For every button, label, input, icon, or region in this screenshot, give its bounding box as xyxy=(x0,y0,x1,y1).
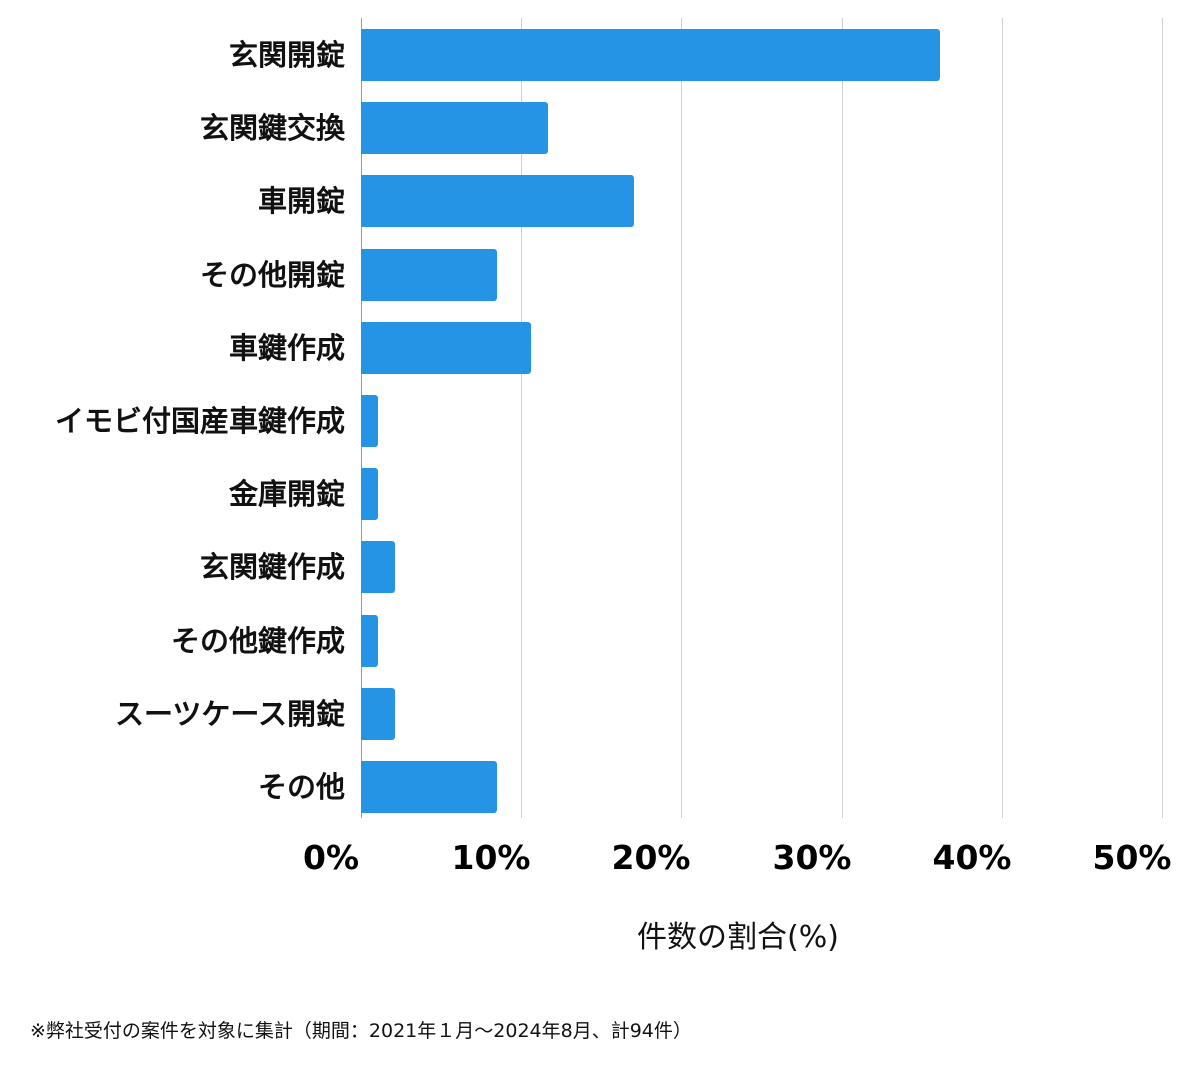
x-tick-label: 50% xyxy=(1092,838,1172,877)
bar xyxy=(361,102,548,154)
bar xyxy=(361,688,395,740)
gridline xyxy=(521,18,522,818)
footnote: ※弊社受付の案件を対象に集計（期間：2021年１月〜2024年8月、計94件） xyxy=(30,1020,692,1042)
bar xyxy=(361,615,378,667)
bar xyxy=(361,29,940,81)
gridline xyxy=(681,18,682,818)
category-label: 玄関開錠 xyxy=(228,38,345,72)
category-label: スーツケース開錠 xyxy=(115,697,345,731)
category-label: イモビ付国産車鍵作成 xyxy=(54,404,345,438)
bar xyxy=(361,322,531,374)
gridline xyxy=(1002,18,1003,818)
category-label: その他開錠 xyxy=(199,258,345,292)
x-axis-title: 件数の割合(%) xyxy=(637,920,839,955)
bar xyxy=(361,249,497,301)
bar xyxy=(361,175,634,227)
bar xyxy=(361,761,497,813)
bar xyxy=(361,395,378,447)
x-tick-label: 20% xyxy=(611,838,691,877)
x-tick-label: 10% xyxy=(451,838,531,877)
bar xyxy=(361,468,378,520)
category-label: 車開錠 xyxy=(257,184,345,218)
category-label: 車鍵作成 xyxy=(228,331,345,365)
gridline xyxy=(1162,18,1163,818)
x-tick-label: 40% xyxy=(932,838,1012,877)
category-label: 玄関鍵交換 xyxy=(199,111,345,145)
category-label: 玄関鍵作成 xyxy=(199,550,345,584)
bar xyxy=(361,541,395,593)
x-tick-label: 0% xyxy=(302,838,360,877)
x-tick-label: 30% xyxy=(772,838,852,877)
category-label: その他鍵作成 xyxy=(170,624,345,658)
category-label: 金庫開錠 xyxy=(228,477,345,511)
category-label: その他 xyxy=(257,770,345,804)
gridline xyxy=(842,18,843,818)
